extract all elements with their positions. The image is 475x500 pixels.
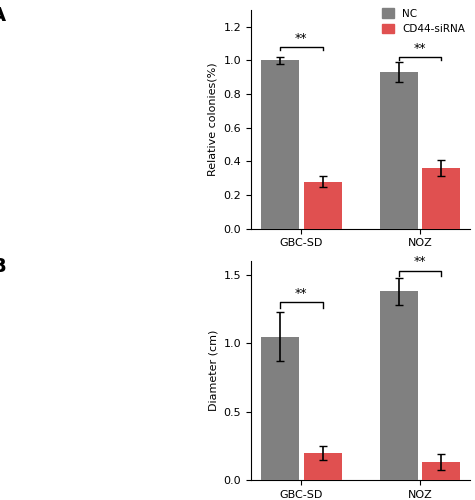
Bar (304, 182, 342, 228)
Bar (422, 168, 460, 228)
Bar (380, 72, 418, 229)
Bar (261, 60, 299, 228)
Bar (304, 452, 342, 480)
Text: B: B (0, 257, 6, 276)
Bar (380, 292, 418, 480)
Text: **: ** (414, 255, 426, 268)
Legend: NC, CD44-siRNA: NC, CD44-siRNA (377, 4, 469, 38)
Text: **: ** (295, 286, 307, 300)
Y-axis label: Relative colonies(%): Relative colonies(%) (208, 62, 218, 176)
Bar (261, 336, 299, 480)
Text: **: ** (414, 42, 426, 56)
Y-axis label: Diameter (cm): Diameter (cm) (208, 330, 218, 411)
Text: A: A (0, 6, 6, 25)
Text: **: ** (295, 32, 307, 46)
Bar (422, 462, 460, 480)
